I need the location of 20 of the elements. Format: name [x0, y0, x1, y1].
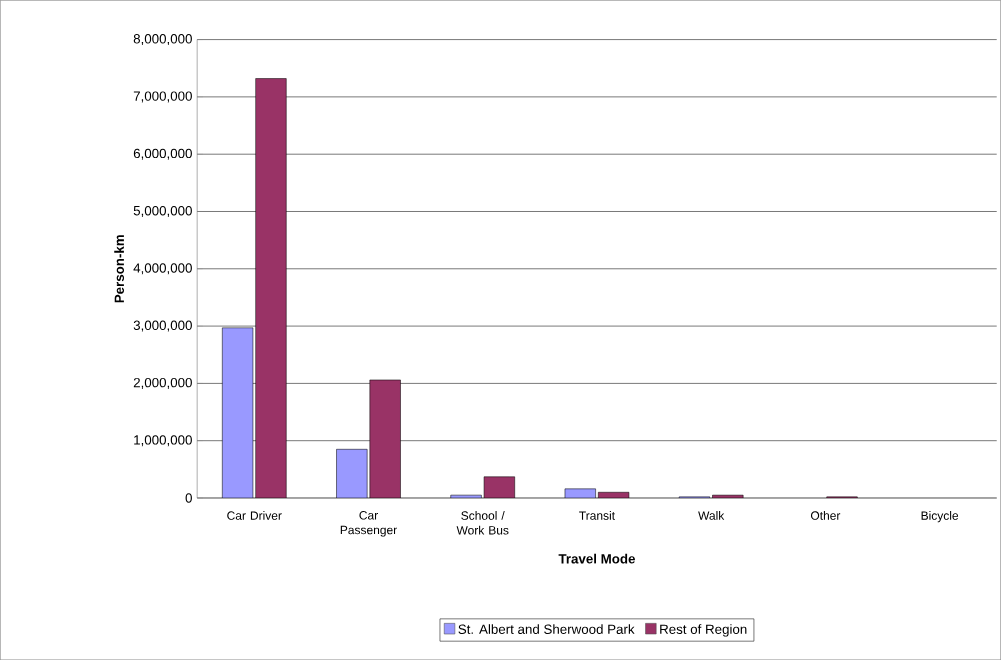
y-tick-label: 4,000,000	[133, 263, 192, 275]
x-tick-label: Other	[810, 510, 841, 520]
y-tick-label: 5,000,000	[133, 205, 192, 217]
x-tick-label: Car Passenger	[340, 510, 397, 537]
x-tick-label: Transit	[579, 510, 615, 520]
y-tick-label: 1,000,000	[134, 435, 192, 447]
y-axis-title: Person-km	[114, 235, 125, 303]
x-tick-label: Car Driver	[227, 510, 282, 520]
x-axis-title: Travel Mode	[558, 553, 635, 564]
y-tick-label: 0	[185, 493, 192, 503]
x-tick-label: Walk	[698, 510, 725, 520]
legend-label: St. Albert and Sherwood Park	[458, 624, 635, 634]
x-tick-label: Bicycle	[921, 510, 959, 523]
y-tick-label: 8,000,000	[133, 34, 192, 46]
y-tick-label: 7,000,000	[133, 91, 192, 103]
y-tick-label: 3,000,000	[133, 320, 192, 332]
y-tick-label: 2,000,000	[133, 377, 192, 389]
legend-label: Rest of Region	[660, 624, 747, 637]
x-tick-label: School / Work Bus	[456, 510, 509, 535]
y-tick-label: 6,000,000	[133, 148, 192, 160]
